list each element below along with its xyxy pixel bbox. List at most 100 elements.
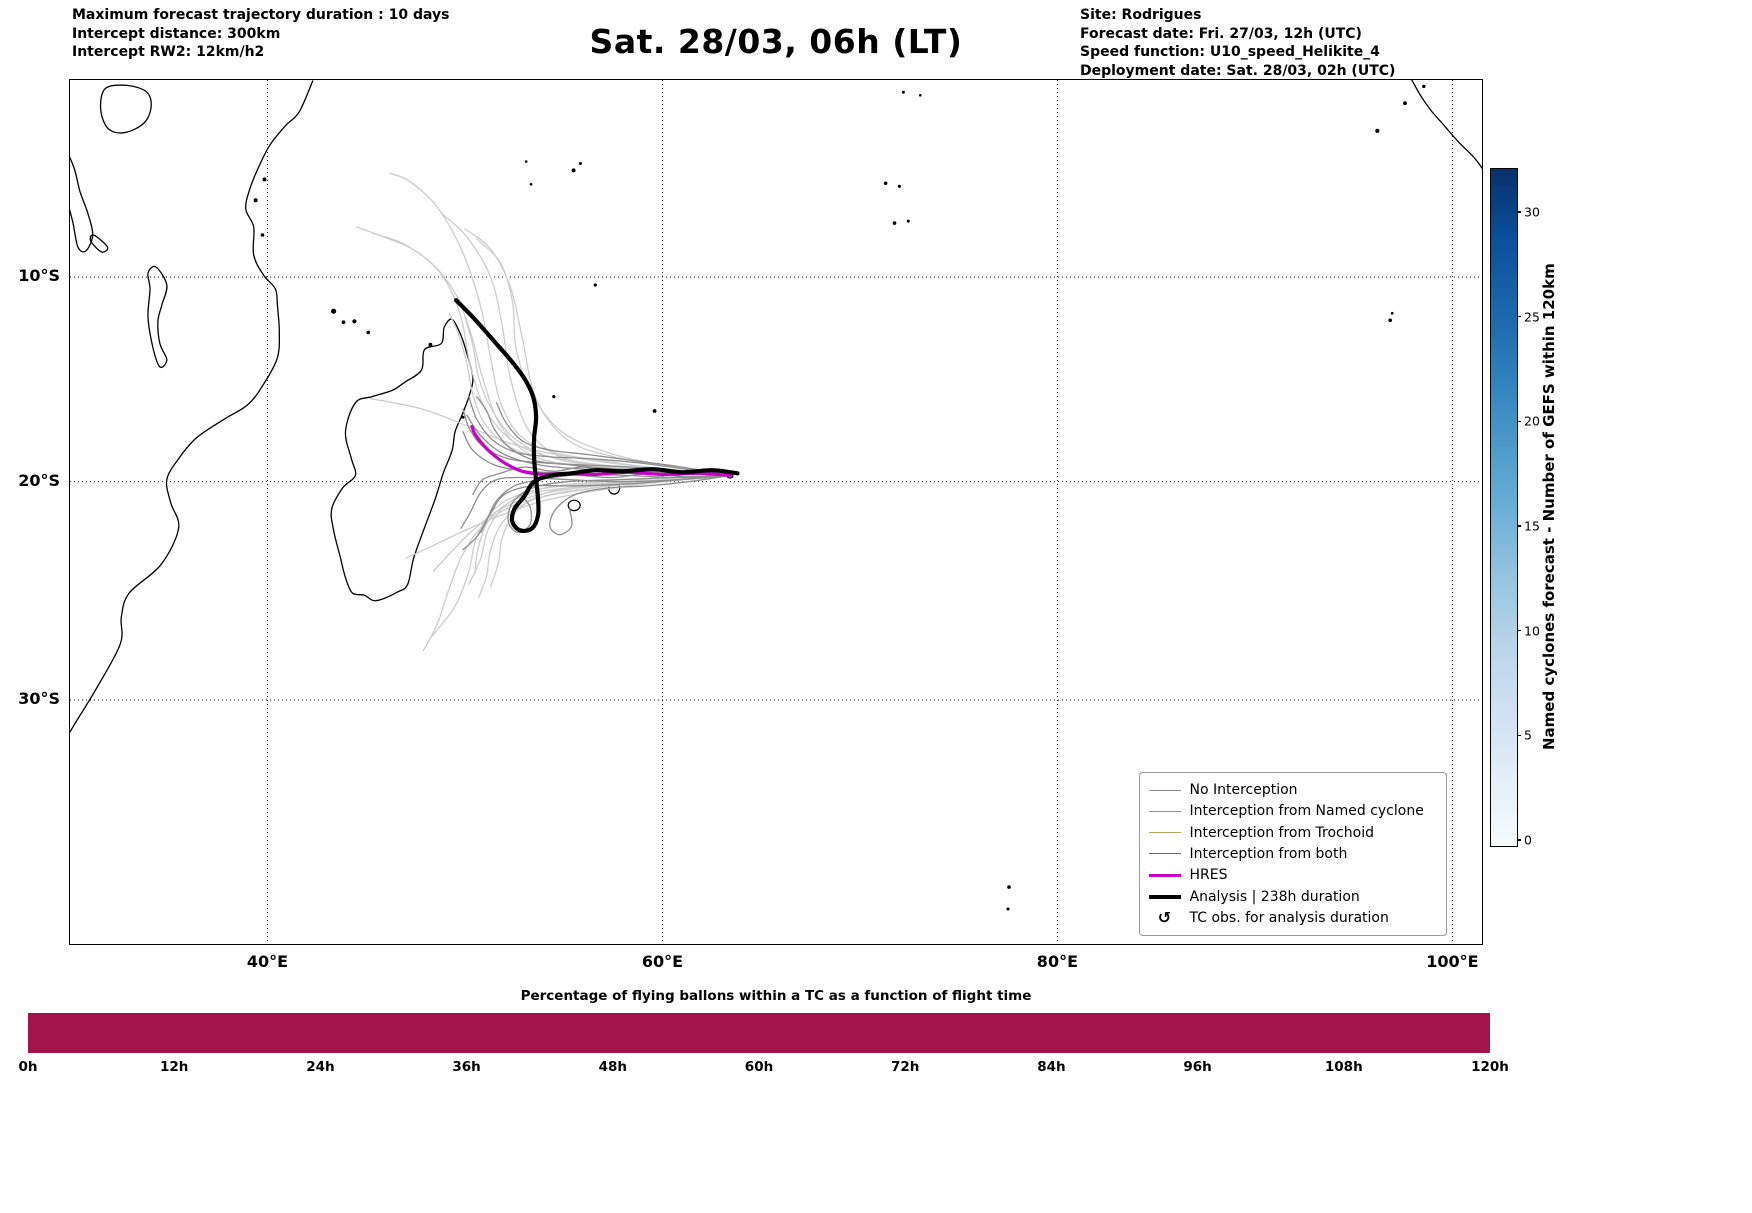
lake-tanganyika-outline	[69, 155, 93, 253]
small-island	[428, 342, 432, 346]
coastline-madagascar	[330, 317, 474, 601]
trajectory-gefs-28	[548, 474, 731, 535]
small-island	[1006, 907, 1009, 910]
legend-label: No Interception	[1189, 782, 1298, 799]
info-deployment-date: Deployment date: Sat. 28/03, 02h (UTC)	[1080, 62, 1396, 79]
tc-obs-symbol-icon: ↺	[1157, 908, 1172, 928]
colorbar-tick-label: 20	[1524, 413, 1540, 429]
trajectory-hres	[469, 424, 732, 477]
colorbar-tick-label: 10	[1524, 623, 1540, 639]
small-island	[260, 232, 264, 237]
info-forecast-date: Forecast date: Fri. 27/03, 12h (UTC)	[1080, 25, 1362, 42]
coastline-africa-east-coast	[69, 79, 313, 733]
small-island	[351, 318, 356, 323]
colorbar-tick-mark	[1517, 839, 1521, 841]
legend-item: ↺ TC obs. for analysis duration	[1149, 907, 1436, 928]
colorbar-tick-mark	[1517, 211, 1521, 213]
small-island	[1387, 318, 1392, 322]
colorbar-tick-label: 15	[1524, 518, 1540, 534]
lake-rukwa-outline	[89, 233, 108, 253]
small-island	[918, 93, 921, 97]
small-island	[578, 161, 582, 165]
trajectory-gefs-09	[369, 397, 731, 476]
small-island	[262, 176, 266, 181]
lake-victoria-outline	[99, 83, 152, 134]
small-island	[524, 159, 527, 163]
colorbar-tick-label: 25	[1524, 309, 1540, 325]
colorbar-tick-label: 30	[1524, 204, 1540, 220]
small-island	[253, 197, 258, 202]
legend-item: Interception from both	[1148, 843, 1436, 864]
small-island	[897, 184, 901, 188]
trajectory-analysis	[453, 297, 740, 533]
y-axis-tick-label: 20°S	[18, 470, 60, 490]
trajectory-gefs-25	[495, 401, 731, 476]
trajectory-gefs-14	[477, 474, 731, 598]
y-axis-tick-label: 30°S	[18, 689, 60, 709]
small-island	[892, 220, 896, 225]
colorbar-tick-label: 5	[1524, 727, 1532, 743]
info-block-right: Site: Rodrigues Forecast date: Fri. 27/0…	[1080, 6, 1395, 80]
legend-item: Interception from Trochoid	[1148, 822, 1436, 843]
small-island	[593, 282, 597, 287]
colorbar-tick-mark	[1517, 630, 1521, 632]
legend-line-sample	[1148, 789, 1181, 791]
small-island	[1006, 884, 1011, 889]
trajectory-gefs-06	[475, 237, 731, 476]
trajectory-gefs-15	[422, 474, 731, 651]
small-island	[529, 182, 532, 186]
legend-line-sample	[1148, 810, 1181, 812]
flight-time-tick-label: 96h	[1183, 1059, 1212, 1075]
flight-time-tick-label: 24h	[306, 1059, 335, 1075]
legend-line-sample	[1148, 832, 1181, 834]
map-canvas	[69, 79, 1482, 944]
map-legend: No Interception Interception from Named c…	[1138, 772, 1447, 936]
legend-label: TC obs. for analysis duration	[1189, 909, 1389, 926]
plot-title: Sat. 28/03, 06h (LT)	[589, 22, 963, 61]
trajectory-gefs-04	[371, 231, 731, 476]
colorbar-tick-mark	[1517, 316, 1521, 318]
x-axis-tick-label: 60°E	[641, 952, 684, 971]
colorbar-tick-mark	[1517, 420, 1521, 422]
legend-line-swatch	[1148, 832, 1181, 834]
legend-label: Interception from Trochoid	[1189, 824, 1374, 841]
colorbar-tick-mark	[1517, 734, 1521, 736]
island-reunion	[567, 499, 581, 511]
trajectory-gefs-29	[475, 395, 731, 476]
legend-label: HRES	[1189, 867, 1228, 884]
x-axis-tick-label: 40°E	[246, 952, 289, 971]
flight-time-tick-label: 48h	[598, 1059, 627, 1075]
trajectory-gefs-24	[467, 395, 731, 476]
colorbar	[1490, 168, 1518, 847]
flight-time-tick-label: 120h	[1471, 1059, 1509, 1075]
x-axis-tick-label: 100°E	[1426, 952, 1479, 971]
x-axis-tick-label: 80°E	[1036, 952, 1079, 971]
flight-time-tick-label: 108h	[1324, 1059, 1363, 1075]
bottom-chart-title: Percentage of flying ballons within a TC…	[520, 988, 1032, 1004]
info-site: Site: Rodrigues	[1080, 7, 1202, 23]
colorbar-tick-mark	[1517, 525, 1521, 527]
legend-line-swatch	[1148, 789, 1181, 791]
flight-time-tick-label: 60h	[744, 1059, 774, 1075]
legend-item: Analysis | 238h duration	[1148, 886, 1436, 907]
lake-malawi-outline	[146, 265, 168, 368]
info-speed-function: Speed function: U10_speed_Helikite_4	[1080, 44, 1380, 60]
trajectory-gefs-21	[459, 474, 731, 529]
tc-percentage-bar	[28, 1013, 1490, 1053]
legend-line-sample	[1148, 894, 1181, 899]
small-island	[1421, 84, 1426, 88]
flight-time-tick-label: 72h	[890, 1059, 920, 1075]
colorbar-tick-label: 0	[1524, 832, 1532, 848]
small-island	[551, 394, 555, 398]
trajectory-gefs-05	[355, 225, 731, 476]
legend-line-swatch	[1148, 873, 1181, 877]
legend-label: Analysis | 238h duration	[1189, 888, 1360, 905]
flight-time-tick-label: 0h	[18, 1059, 38, 1075]
info-intercept-distance: Intercept distance: 300km	[72, 25, 281, 42]
flight-time-tick-label: 12h	[159, 1059, 189, 1075]
legend-item: No Interception	[1148, 779, 1436, 800]
coastline-sumatra-west-coast	[1410, 79, 1482, 169]
legend-line-swatch	[1148, 853, 1181, 855]
info-intercept-rw2: Intercept RW2: 12km/h2	[72, 44, 265, 60]
map-plot-area: No Interception Interception from Named c…	[68, 78, 1483, 945]
